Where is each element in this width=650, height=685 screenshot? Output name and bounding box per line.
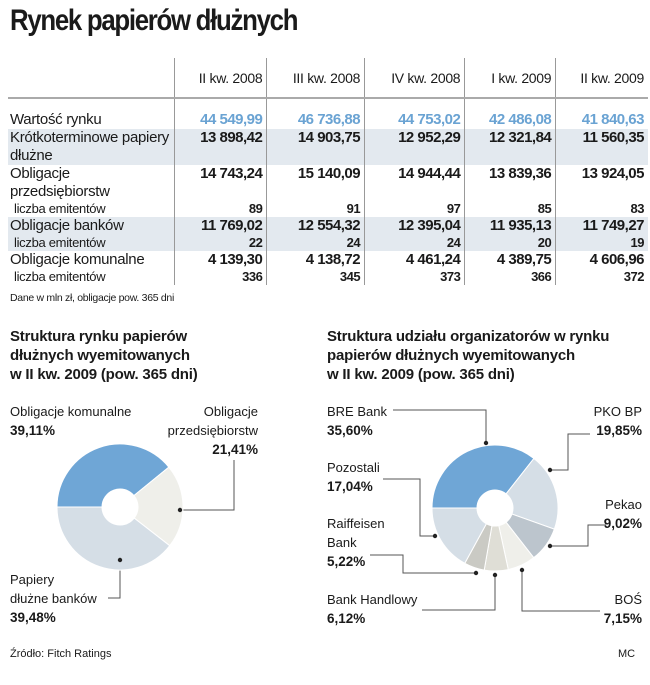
- cell: 12 395,04: [364, 217, 465, 235]
- leader-banki: [108, 560, 121, 599]
- cell: 366: [464, 269, 556, 285]
- cell: 14 903,75: [266, 129, 365, 165]
- cell: 97: [364, 201, 465, 217]
- cell: 11 935,13: [464, 217, 556, 235]
- row-label: Obligacje przedsiębiorstw: [10, 165, 110, 200]
- label-bre: BRE Bank 35,60%: [327, 404, 387, 438]
- leader-dots: [117, 440, 553, 578]
- cell: 14 743,24: [173, 165, 267, 201]
- cell: 13 898,42: [173, 129, 267, 165]
- table-row: Obligacje komunalne 4 139,30 4 138,72 4 461…: [8, 251, 648, 269]
- source-note: Źródło: Fitch Ratings: [10, 648, 112, 660]
- cell: 11 769,02: [173, 217, 267, 235]
- pie-slice-bre-bank: [431, 444, 535, 509]
- table-row: liczba emitentów 336 345 373 366 372: [8, 269, 648, 285]
- leader-przeds: [180, 460, 235, 511]
- table-row: Obligacje banków 11 769,02 12 554,32 12 395…: [8, 217, 648, 235]
- table-row: liczba emitentów 22 24 24 20 19: [8, 235, 648, 251]
- cell: 4 461,24: [364, 251, 465, 269]
- cell: 372: [555, 269, 648, 285]
- label-pozostali: Pozostali 17,04%: [327, 460, 380, 494]
- cell: 44 753,02: [364, 98, 465, 129]
- cell: 22: [173, 235, 267, 251]
- row-label: Wartość rynku: [10, 111, 102, 128]
- table-row: Wartość rynku 44 549,99 46 736,88 44 753,02…: [8, 98, 648, 129]
- cell: 11 749,27: [555, 217, 648, 235]
- col-header: II kw. 2009: [555, 58, 648, 98]
- leader-pozostali: [383, 478, 435, 537]
- cell: 12 554,32: [266, 217, 365, 235]
- leader-pko: [550, 433, 590, 471]
- label-komunalne: Obligacje komunalne 39,11%: [10, 404, 132, 438]
- cell: 13 924,05: [555, 165, 648, 201]
- leader-lines: [108, 409, 606, 612]
- cell: 24: [266, 235, 365, 251]
- pie-slice-obligacje-komunalne: [56, 443, 170, 508]
- cell: 4 138,72: [266, 251, 365, 269]
- leader-raiffeisen: [370, 554, 476, 574]
- label-handlowy: Bank Handlowy 6,12%: [327, 592, 418, 626]
- cell: 336: [173, 269, 267, 285]
- cell: 85: [464, 201, 556, 217]
- label-bos: BOŚ 7,15%: [603, 592, 642, 626]
- label-przedsiebiorstw: Obligacje przedsiębiorstw 21,41%: [167, 404, 258, 457]
- cell: 345: [266, 269, 365, 285]
- pie-slice-obligacje-przedsi-biorstw: [133, 466, 184, 547]
- col-header: II kw. 2008: [173, 58, 267, 98]
- cell: 19: [555, 235, 648, 251]
- row-label: liczba emitentów: [14, 269, 106, 284]
- table-note: Dane w mln zł, obligacje pow. 365 dni: [10, 292, 175, 304]
- chart1-title: Struktura rynku papierów dłużnych wyemit…: [10, 328, 198, 383]
- cell: 13 839,36: [464, 165, 556, 201]
- pie-chart-2: [431, 444, 559, 572]
- cell: 46 736,88: [266, 98, 365, 129]
- cell: 89: [173, 201, 267, 217]
- leader-bre: [393, 409, 487, 443]
- cell: 41 840,63: [555, 98, 648, 129]
- label-pko: PKO BP 19,85%: [593, 404, 642, 438]
- credit: MC: [618, 648, 636, 660]
- row-label: Obligacje banków: [8, 217, 174, 235]
- table-row: Obligacje przedsiębiorstw 14 743,24 15 140…: [8, 165, 648, 201]
- leader-handlowy: [422, 575, 496, 611]
- cell: 4 389,75: [464, 251, 556, 269]
- leader-pekao: [550, 524, 606, 547]
- cell: 91: [266, 201, 365, 217]
- col-header: IV kw. 2008: [364, 58, 465, 98]
- pie-chart-1: [56, 443, 184, 571]
- col-header: III kw. 2008: [266, 58, 365, 98]
- page-title: Rynek papierów dłużnych: [10, 4, 298, 37]
- pie-slice-pozostali: [431, 507, 488, 564]
- chart2-title: Struktura udziału organizatorów w rynku …: [327, 328, 610, 383]
- col-header: I kw. 2009: [464, 58, 556, 98]
- cell: 12 952,29: [364, 129, 465, 165]
- cell: 24: [364, 235, 465, 251]
- cell: 11 560,35: [555, 129, 648, 165]
- row-label: Obligacje komunalne: [10, 251, 145, 268]
- cell: 4 139,30: [173, 251, 267, 269]
- cell: 20: [464, 235, 556, 251]
- bond-market-table: II kw. 2008 III kw. 2008 IV kw. 2008 I k…: [8, 58, 648, 285]
- table-row: Krótkoterminowe papiery dłużne 13 898,42 1…: [8, 129, 648, 165]
- cell: 42 486,08: [464, 98, 556, 129]
- label-pekao: Pekao 9,02%: [603, 497, 642, 531]
- label-banki: Papiery dłużne banków 39,48%: [10, 572, 97, 625]
- cell: 373: [364, 269, 465, 285]
- row-label: Krótkoterminowe papiery dłużne: [8, 129, 174, 165]
- pie-slice-pko-bp: [505, 457, 559, 530]
- cell: 15 140,09: [266, 165, 365, 201]
- cell: 4 606,96: [555, 251, 648, 269]
- cell: 44 549,99: [173, 98, 267, 129]
- cell: 14 944,44: [364, 165, 465, 201]
- label-raiffeisen: Raiffeisen Bank 5,22%: [327, 516, 385, 569]
- pie-slice-papiery-d-u-ne-bank-w: [56, 506, 171, 571]
- cell: 12 321,84: [464, 129, 556, 165]
- leader-bos: [521, 570, 600, 612]
- row-label: liczba emitentów: [14, 201, 106, 216]
- row-label: liczba emitentów: [8, 235, 174, 251]
- cell: 83: [555, 201, 648, 217]
- table-row: liczba emitentów 89 91 97 85 83: [8, 201, 648, 217]
